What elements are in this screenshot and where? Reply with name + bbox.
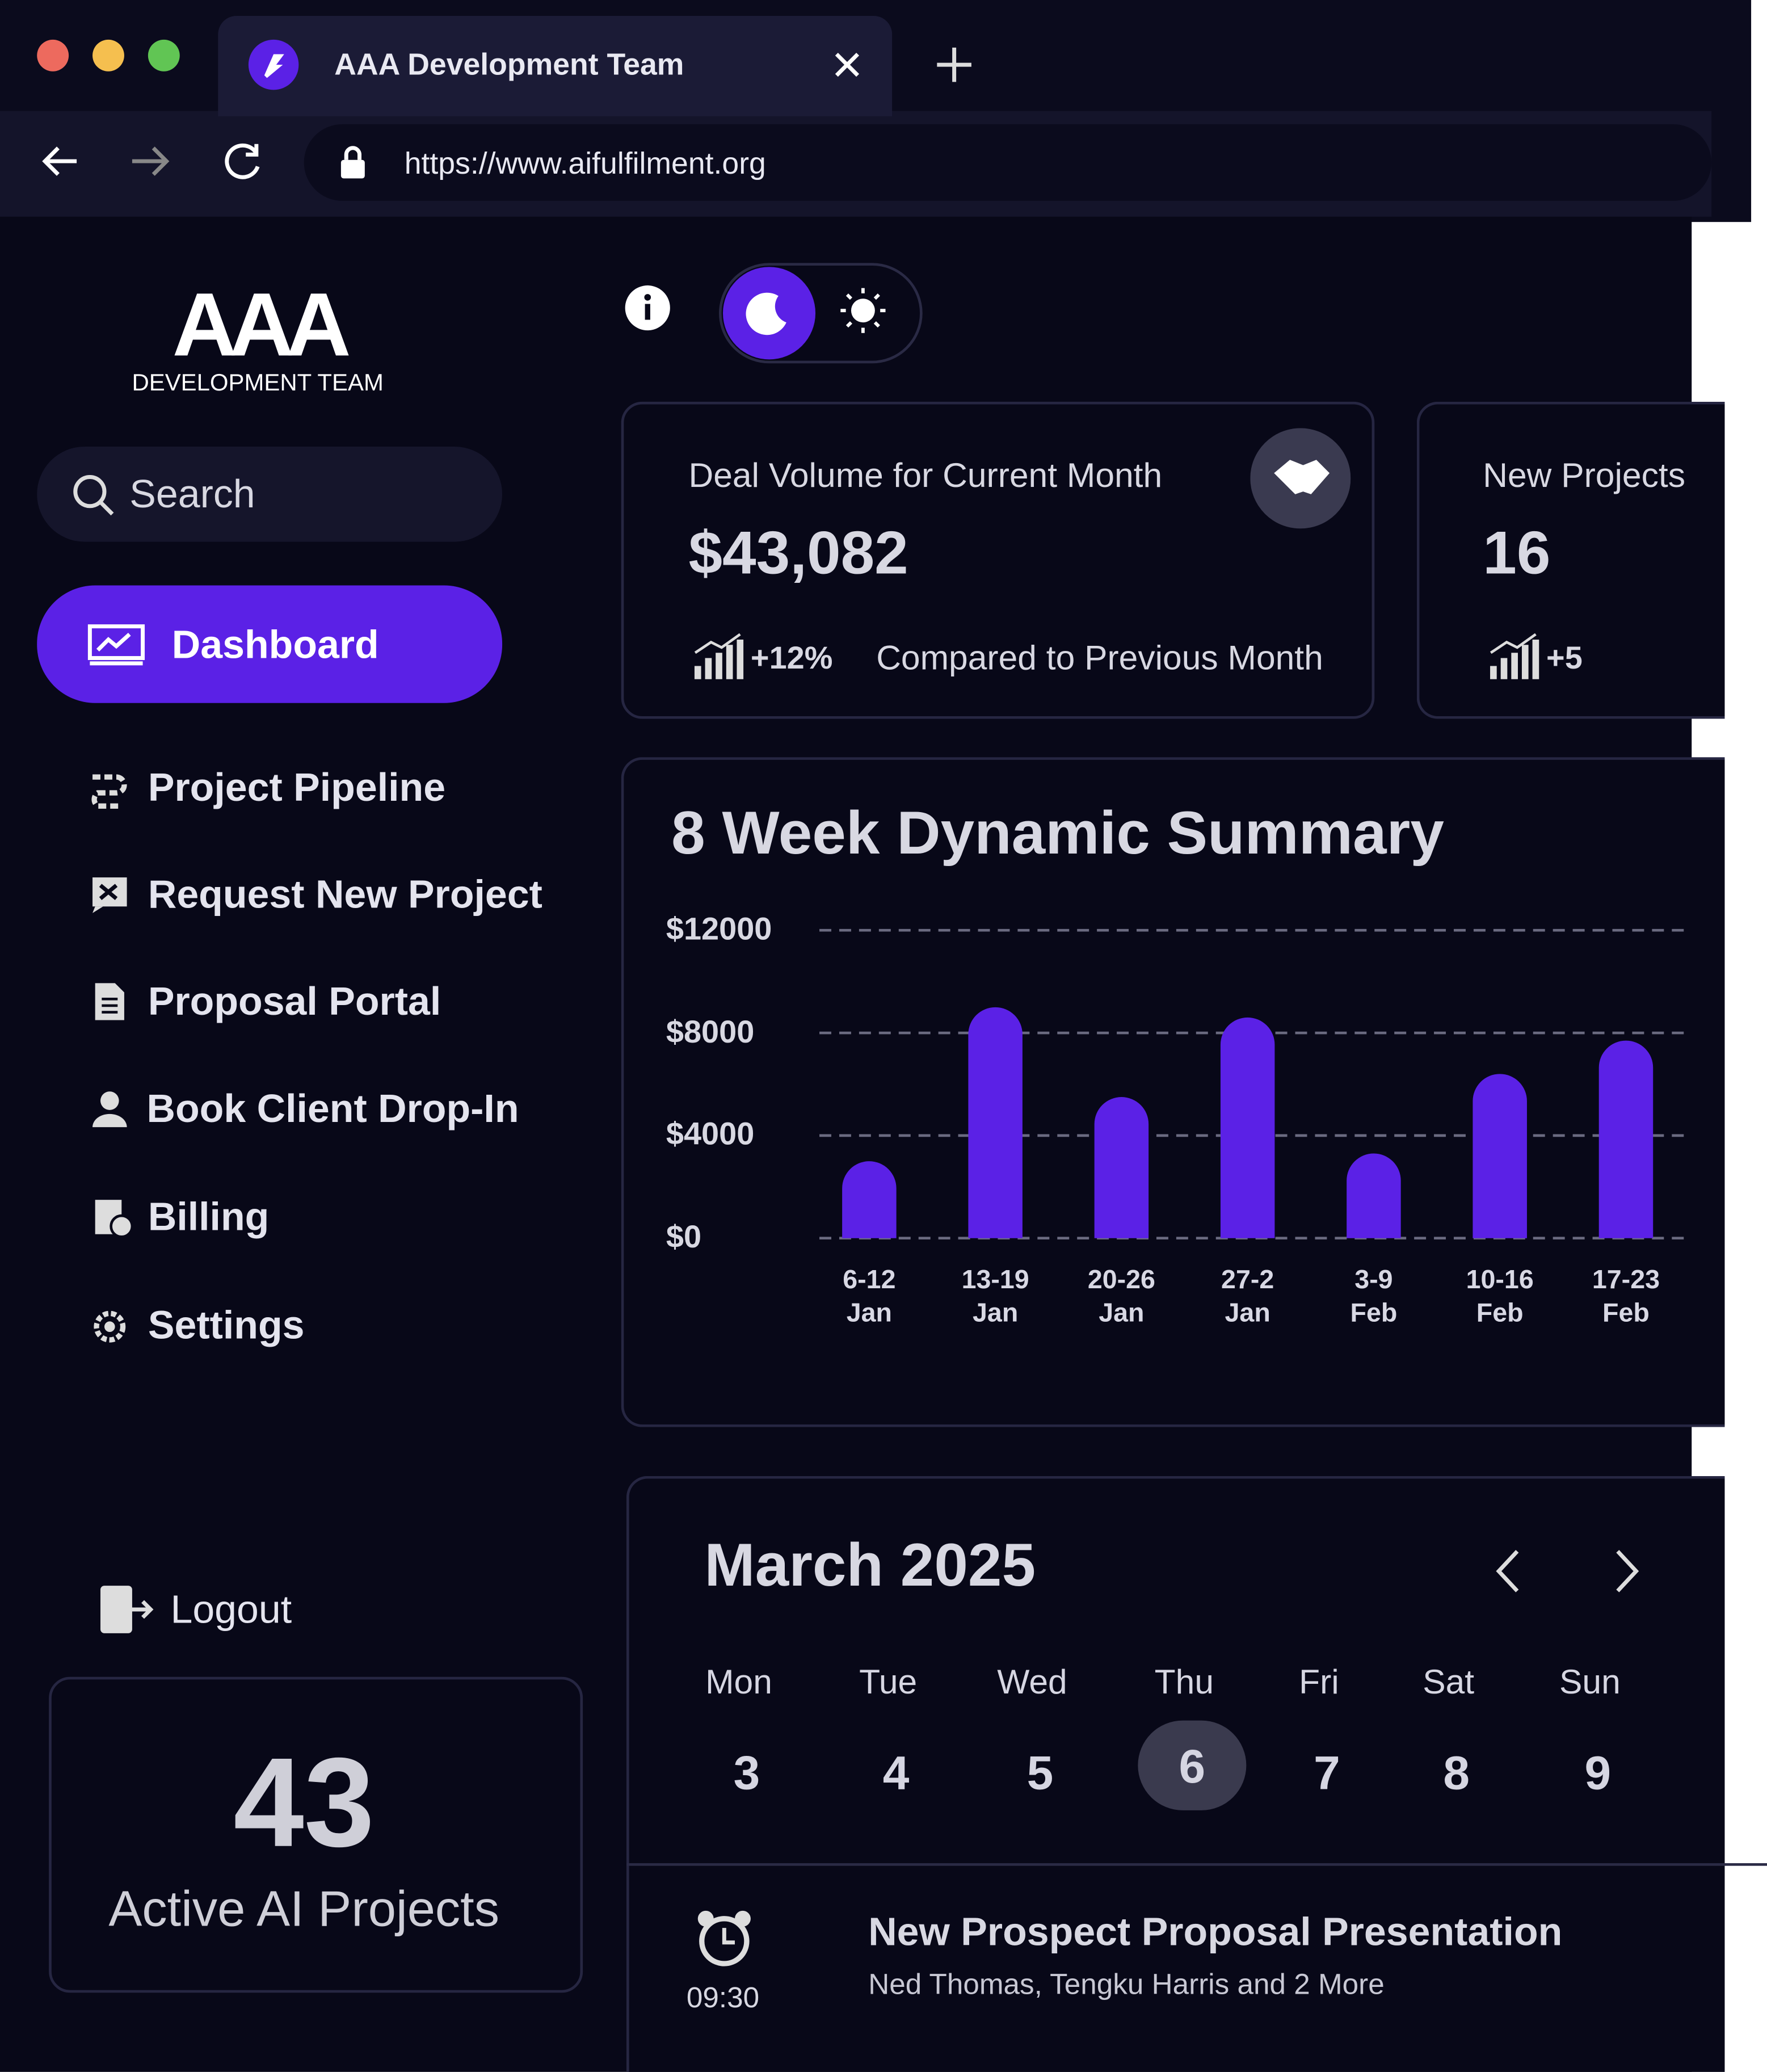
card-note: Compared to Previous Month <box>876 637 1323 678</box>
new-projects-card <box>1416 401 1761 719</box>
weekday: Mon <box>705 1661 772 1701</box>
nav-label[interactable]: Proposal Portal <box>148 980 441 1024</box>
x-tick-label: 13-19 Jan <box>961 1266 1029 1329</box>
billing-icon <box>95 1200 134 1238</box>
divider <box>626 1863 1767 1866</box>
handshake-icon <box>1250 428 1351 529</box>
clip <box>1724 396 1767 727</box>
request-icon <box>92 877 127 913</box>
minimize-window[interactable] <box>92 39 124 72</box>
card-change: +12% <box>750 641 833 677</box>
active-count: 43 <box>233 1732 375 1874</box>
client-icon <box>92 1091 127 1128</box>
active-label: Active AI Projects <box>108 1882 500 1938</box>
back[interactable] <box>42 146 77 176</box>
forward[interactable] <box>132 146 170 176</box>
selected-day <box>1138 1720 1247 1810</box>
close-window[interactable] <box>37 39 69 72</box>
event-title[interactable]: New Prospect Proposal Presentation <box>868 1910 1563 1955</box>
active-projects-card <box>49 1676 583 1993</box>
date[interactable]: 6 <box>1179 1739 1206 1793</box>
y-tick-label: $0 <box>666 1220 702 1255</box>
nav-label[interactable]: Project Pipeline <box>148 766 446 810</box>
date[interactable]: 3 <box>733 1745 760 1800</box>
proposal-icon <box>95 983 124 1020</box>
weekday: Sun <box>1559 1661 1621 1701</box>
x-tick-label: 3-9 Feb <box>1350 1266 1398 1329</box>
deal-volume-card <box>621 401 1375 719</box>
card-value: 16 <box>1483 518 1551 587</box>
url: https://www.aifulfilment.org <box>404 146 766 180</box>
summary-card <box>621 757 1725 1427</box>
date[interactable]: 9 <box>1584 1745 1612 1800</box>
x-tick-label: 20-26 Jan <box>1087 1266 1155 1329</box>
card-change: +5 <box>1546 641 1583 677</box>
x-tick-label: 10-16 Feb <box>1466 1266 1534 1329</box>
chart-title: 8 Week Dynamic Summary <box>671 798 1444 867</box>
weekday: Fri <box>1299 1661 1339 1701</box>
event-attendees: Ned Thomas, Tengku Harris and 2 More <box>868 1967 1385 2001</box>
growth-icon <box>694 633 744 679</box>
y-tick-label: $8000 <box>666 1014 755 1050</box>
x-tick-label: 17-23 Feb <box>1592 1266 1660 1329</box>
date[interactable]: 8 <box>1443 1745 1470 1800</box>
search-icon <box>73 475 114 516</box>
weekday: Wed <box>997 1661 1067 1701</box>
event-time: 09:30 <box>686 1981 760 2014</box>
nav-label[interactable]: Settings <box>148 1304 305 1348</box>
date[interactable]: 5 <box>1026 1745 1054 1800</box>
y-tick-label: $4000 <box>666 1117 755 1153</box>
search-box[interactable] <box>37 446 503 542</box>
search-placeholder: Search <box>129 473 255 517</box>
alarm-icon <box>697 1910 751 1966</box>
next-month[interactable] <box>1616 1550 1639 1592</box>
calendar-title: March 2025 <box>704 1530 1036 1599</box>
weekday: Tue <box>859 1661 918 1701</box>
growth-icon <box>1490 633 1539 679</box>
favicon <box>248 39 299 90</box>
window-controls <box>37 39 180 72</box>
logo-subtitle: DEVELOPMENT TEAM <box>132 369 384 396</box>
theme-toggle[interactable] <box>718 262 924 365</box>
tab-close[interactable] <box>832 50 861 79</box>
nav-label: Dashboard <box>171 624 379 667</box>
pipeline-icon <box>91 774 127 809</box>
weekday: Thu <box>1154 1661 1214 1701</box>
new-tab[interactable] <box>935 45 974 85</box>
tab[interactable] <box>218 15 893 116</box>
nav-label[interactable]: Billing <box>148 1196 270 1240</box>
card-title: Deal Volume for Current Month <box>688 455 1163 495</box>
card-value: $43,082 <box>688 518 908 587</box>
tab-title: AAA Development Team <box>334 47 684 82</box>
x-tick-label: 6-12 Jan <box>843 1266 896 1329</box>
dashboard-icon <box>87 624 145 666</box>
y-tick-label: $12000 <box>666 911 772 948</box>
weekday: Sat <box>1423 1661 1475 1701</box>
address-bar[interactable] <box>304 124 1712 201</box>
calendar-arrows <box>1496 1550 1639 1592</box>
x-tick-label: 27-2 Jan <box>1221 1266 1274 1329</box>
nav-label[interactable]: Book Client Drop-In <box>146 1087 519 1132</box>
settings-icon <box>94 1310 126 1343</box>
date[interactable]: 4 <box>882 1745 910 1800</box>
logo: AAA <box>172 275 351 376</box>
logout[interactable]: Logout <box>170 1588 292 1632</box>
nav-label[interactable]: Request New Project <box>148 873 542 917</box>
nav-buttons <box>42 143 260 179</box>
logout-icon <box>100 1586 154 1633</box>
prev-month[interactable] <box>1496 1550 1519 1592</box>
maximize-window[interactable] <box>148 39 180 72</box>
date[interactable]: 7 <box>1314 1745 1340 1800</box>
info-button[interactable] <box>624 284 671 332</box>
card-title: New Projects <box>1483 455 1685 495</box>
lock-icon <box>340 146 365 179</box>
reload[interactable] <box>225 143 260 179</box>
